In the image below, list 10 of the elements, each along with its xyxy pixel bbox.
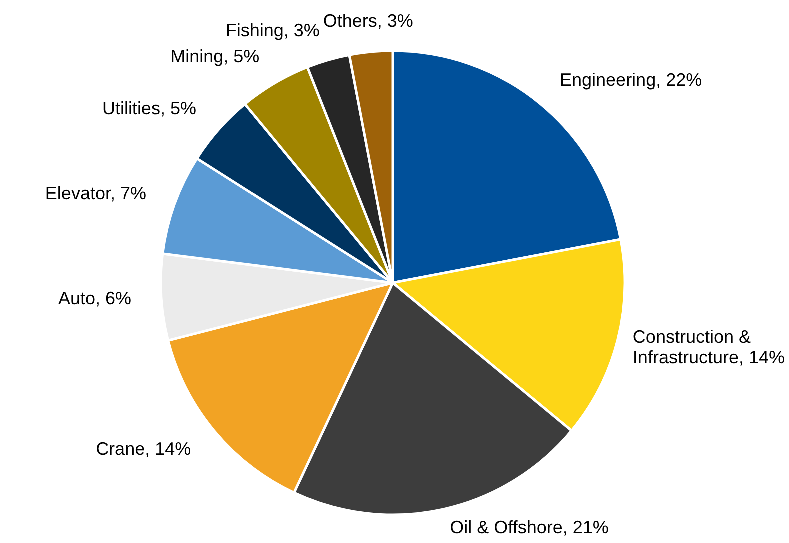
slice-label: Utilities, 5% [102, 98, 196, 119]
slice-label: Others, 3% [323, 11, 414, 32]
slice-label: Crane, 14% [96, 439, 192, 460]
slice-label: Elevator, 7% [45, 183, 146, 204]
slice-label: Construction & Infrastructure, 14% [632, 326, 786, 368]
slice-label: Auto, 6% [58, 288, 132, 308]
slice-label: Mining, 5% [170, 46, 260, 66]
slice-label: Engineering, 22% [560, 70, 702, 90]
slice-label: Oil & Offshore, 21% [450, 518, 609, 538]
slice-label: Fishing, 3% [226, 20, 320, 40]
